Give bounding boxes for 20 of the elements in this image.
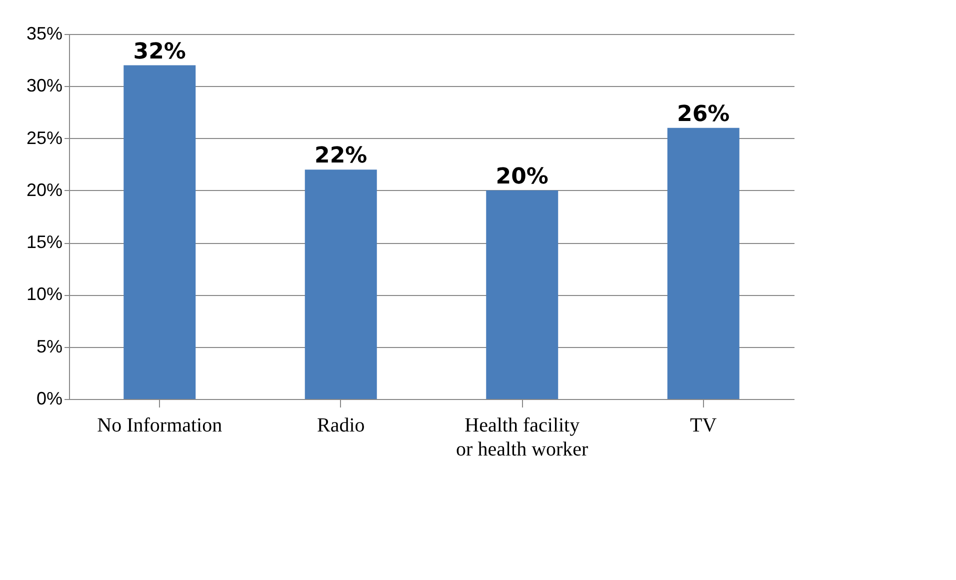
x-tick-label: TV [690,414,718,436]
x-tick-label: Radio [316,414,365,436]
data-label: 26% [677,102,730,127]
x-tick-label: No Information [97,414,222,436]
bar [124,65,196,399]
y-tick-label: 0% [36,388,62,408]
y-tick-label: 10% [26,284,62,304]
bar [304,170,377,399]
y-tick-label: 5% [36,336,62,356]
x-tick-label: Health facility or health worker [456,414,589,460]
data-label: 20% [496,164,548,190]
y-tick-label: 25% [26,128,62,148]
y-tick-label: 15% [26,232,62,252]
y-tick-label: 20% [26,180,62,200]
data-label: 22% [314,144,368,169]
data-label: 32% [133,39,186,64]
y-tick-label: 30% [26,76,62,96]
bar [486,190,558,399]
y-tick-label: 35% [26,24,62,44]
bar [667,128,740,399]
